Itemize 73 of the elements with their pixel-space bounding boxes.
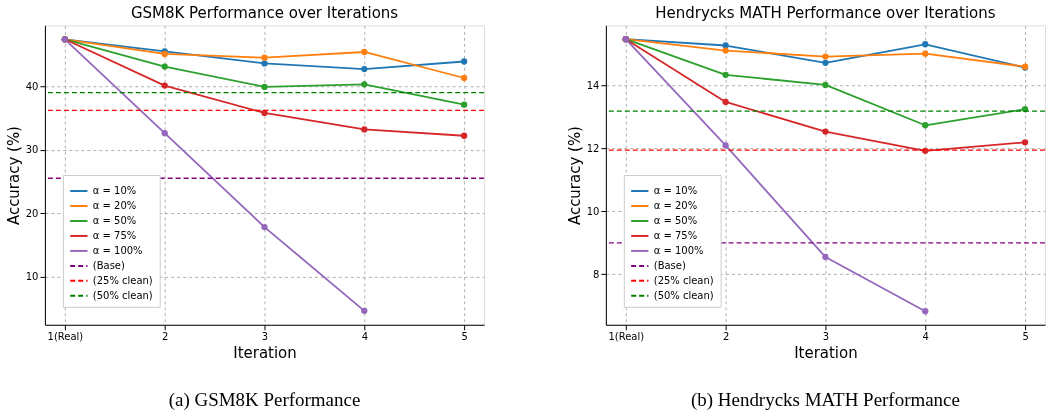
point — [722, 142, 729, 149]
text: (b) Hendrycks MATH Performance — [690, 388, 960, 411]
point — [1021, 139, 1029, 146]
y-tick-label: 8 — [593, 268, 600, 280]
x-tick-label: 4 — [361, 331, 368, 343]
y-tick-label: 30 — [25, 144, 39, 156]
point — [722, 98, 729, 106]
y-tick-label: 40 — [25, 80, 39, 92]
y-tick-label: 12 — [586, 142, 600, 154]
y-tick-label: 10 — [25, 271, 39, 283]
point — [261, 54, 268, 61]
point — [261, 109, 268, 117]
point — [161, 130, 168, 137]
legend-label: (50% clean) — [653, 289, 714, 301]
x-tick-label: 3 — [261, 331, 269, 343]
point — [822, 53, 829, 60]
legend-label: (Base) — [653, 259, 686, 271]
text: (a) GSM8K Performance — [168, 388, 361, 411]
point — [361, 65, 368, 73]
legend-label: (25% clean) — [92, 274, 153, 286]
point — [722, 71, 729, 78]
y-tick-label: 14 — [586, 79, 600, 91]
legend-label: α = 100% — [653, 244, 704, 256]
legend-label: α = 50% — [92, 214, 137, 226]
point — [161, 82, 168, 89]
point — [460, 132, 468, 139]
chart-title: Hendrycks MATH Performance over Iterations — [655, 4, 996, 23]
y-axis-title: Accuracy (%) — [565, 126, 584, 226]
point — [460, 101, 468, 108]
legend-label: α = 75% — [653, 229, 698, 241]
point — [822, 253, 829, 261]
x-tick-label: 1(Real) — [47, 331, 84, 343]
y-axis-title: Accuracy (%) — [4, 126, 23, 226]
legend-label: α = 20% — [92, 200, 137, 211]
x-tick-label: 2 — [162, 331, 169, 343]
point — [361, 81, 368, 88]
legend-label: α = 10% — [653, 185, 698, 197]
point — [722, 47, 729, 54]
legend-label: α = 50% — [653, 214, 698, 226]
point — [822, 128, 829, 135]
point — [460, 58, 468, 65]
point — [361, 126, 368, 133]
point — [822, 59, 829, 66]
point — [460, 74, 468, 82]
x-tick-label: 5 — [1022, 331, 1029, 343]
point — [261, 83, 268, 91]
point — [922, 308, 929, 315]
point — [261, 223, 268, 231]
x-tick-label: 4 — [922, 331, 929, 343]
point — [922, 50, 929, 57]
point — [822, 81, 829, 89]
chart-title: GSM8K Performance over Iterations — [130, 4, 399, 23]
x-tick-label: 5 — [461, 331, 468, 343]
legend-label: α = 75% — [92, 229, 137, 241]
x-axis-title: Iteration — [233, 344, 297, 363]
y-tick-label: 10 — [586, 205, 600, 217]
legend-label: α = 20% — [653, 200, 698, 211]
legend-label: α = 100% — [92, 244, 143, 256]
point — [361, 48, 368, 56]
legend-label: α = 10% — [92, 185, 137, 197]
x-axis-title: Iteration — [794, 344, 858, 363]
legend-label: (Base) — [92, 259, 125, 271]
x-tick-label: 1(Real) — [608, 331, 645, 343]
x-tick-label: 3 — [822, 331, 830, 343]
legend-label: (50% clean) — [92, 289, 153, 301]
y-tick-label: 20 — [25, 207, 39, 219]
x-tick-label: 2 — [722, 331, 730, 343]
point — [261, 60, 268, 67]
point — [161, 63, 168, 70]
point — [922, 122, 929, 129]
point — [922, 41, 929, 48]
point — [361, 307, 368, 314]
legend-label: (25% clean) — [653, 274, 714, 286]
